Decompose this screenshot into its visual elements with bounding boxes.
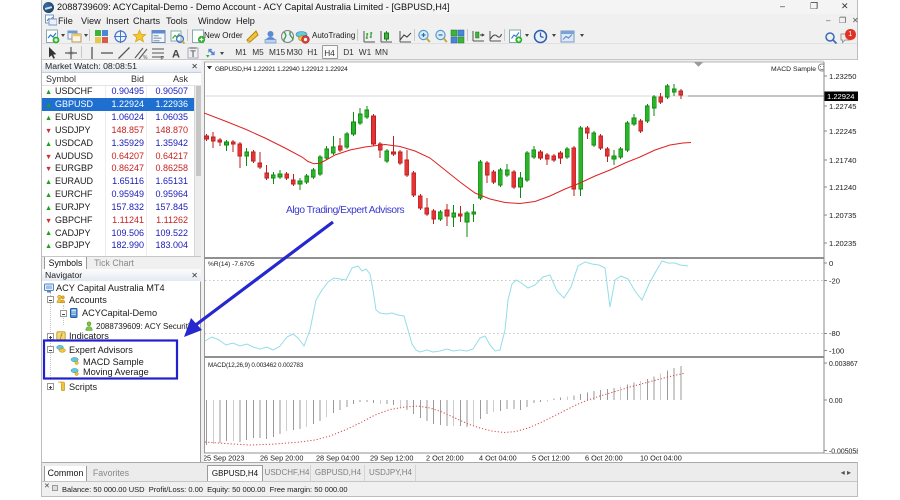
svg-text:6 Oct 20:00: 6 Oct 20:00 [585,454,623,463]
svg-text:5 Oct 12:00: 5 Oct 12:00 [532,454,570,463]
svg-text:-80: -80 [829,329,840,338]
svg-text:26 Sep 20:00: 26 Sep 20:00 [260,454,303,463]
svg-text:29 Sep 12:00: 29 Sep 12:00 [370,454,413,463]
svg-text:1.22924: 1.22924 [827,92,854,101]
svg-text:%: % [143,55,148,60]
svg-text:-20: -20 [829,276,840,285]
svg-text:1.23250: 1.23250 [829,72,856,81]
svg-text:GBPUSD,H4 1.22921 1.22940 1.2: GBPUSD,H4 1.22921 1.22940 1.22912 1.2292… [215,66,348,73]
svg-text:1.20735: 1.20735 [829,211,856,220]
svg-text:28 Sep 04:00: 28 Sep 04:00 [316,454,359,463]
svg-text:0.003867: 0.003867 [829,361,858,368]
svg-text:2 Oct 20:00: 2 Oct 20:00 [426,454,464,463]
svg-text:A: A [172,49,180,61]
svg-text:4 Oct 04:00: 4 Oct 04:00 [479,454,517,463]
svg-text:1.21240: 1.21240 [829,183,856,192]
svg-text:25 Sep 2023: 25 Sep 2023 [204,454,244,463]
svg-text:1.22745: 1.22745 [829,102,856,111]
svg-text:0: 0 [829,259,833,268]
svg-text:MACD(12,26,9) 0.003462 0.00278: MACD(12,26,9) 0.003462 0.002783 [208,362,304,369]
svg-text:0.00: 0.00 [829,398,843,405]
svg-text:-0.005058: -0.005058 [829,448,858,455]
svg-text:T: T [190,49,196,60]
svg-text:-100: -100 [829,346,844,355]
svg-text:MACD Sample: MACD Sample [771,66,816,73]
svg-text:10 Oct 04:00: 10 Oct 04:00 [640,454,682,463]
svg-text:f: f [60,332,63,341]
svg-text:1.21740: 1.21740 [829,156,856,165]
svg-text:1.20235: 1.20235 [829,239,856,248]
svg-text:%R(14) -7.6705: %R(14) -7.6705 [208,261,255,268]
svg-text:F: F [161,56,164,60]
svg-text:1.22245: 1.22245 [829,127,856,136]
